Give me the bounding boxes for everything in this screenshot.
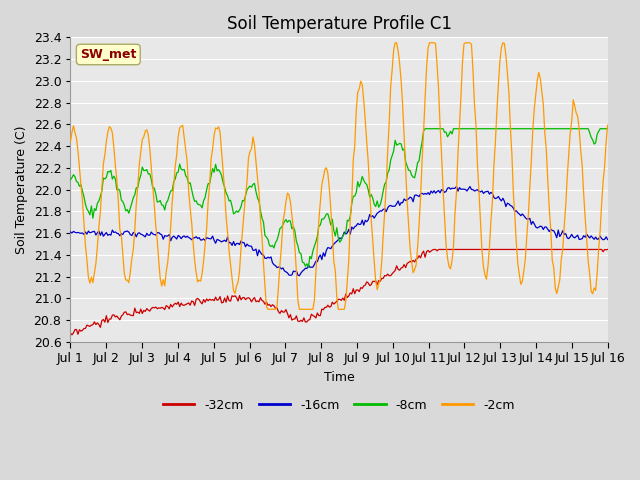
Title: Soil Temperature Profile C1: Soil Temperature Profile C1	[227, 15, 452, 33]
Y-axis label: Soil Temperature (C): Soil Temperature (C)	[15, 125, 28, 254]
Text: SW_met: SW_met	[80, 48, 136, 61]
X-axis label: Time: Time	[324, 371, 355, 384]
Legend: -32cm, -16cm, -8cm, -2cm: -32cm, -16cm, -8cm, -2cm	[158, 394, 520, 417]
